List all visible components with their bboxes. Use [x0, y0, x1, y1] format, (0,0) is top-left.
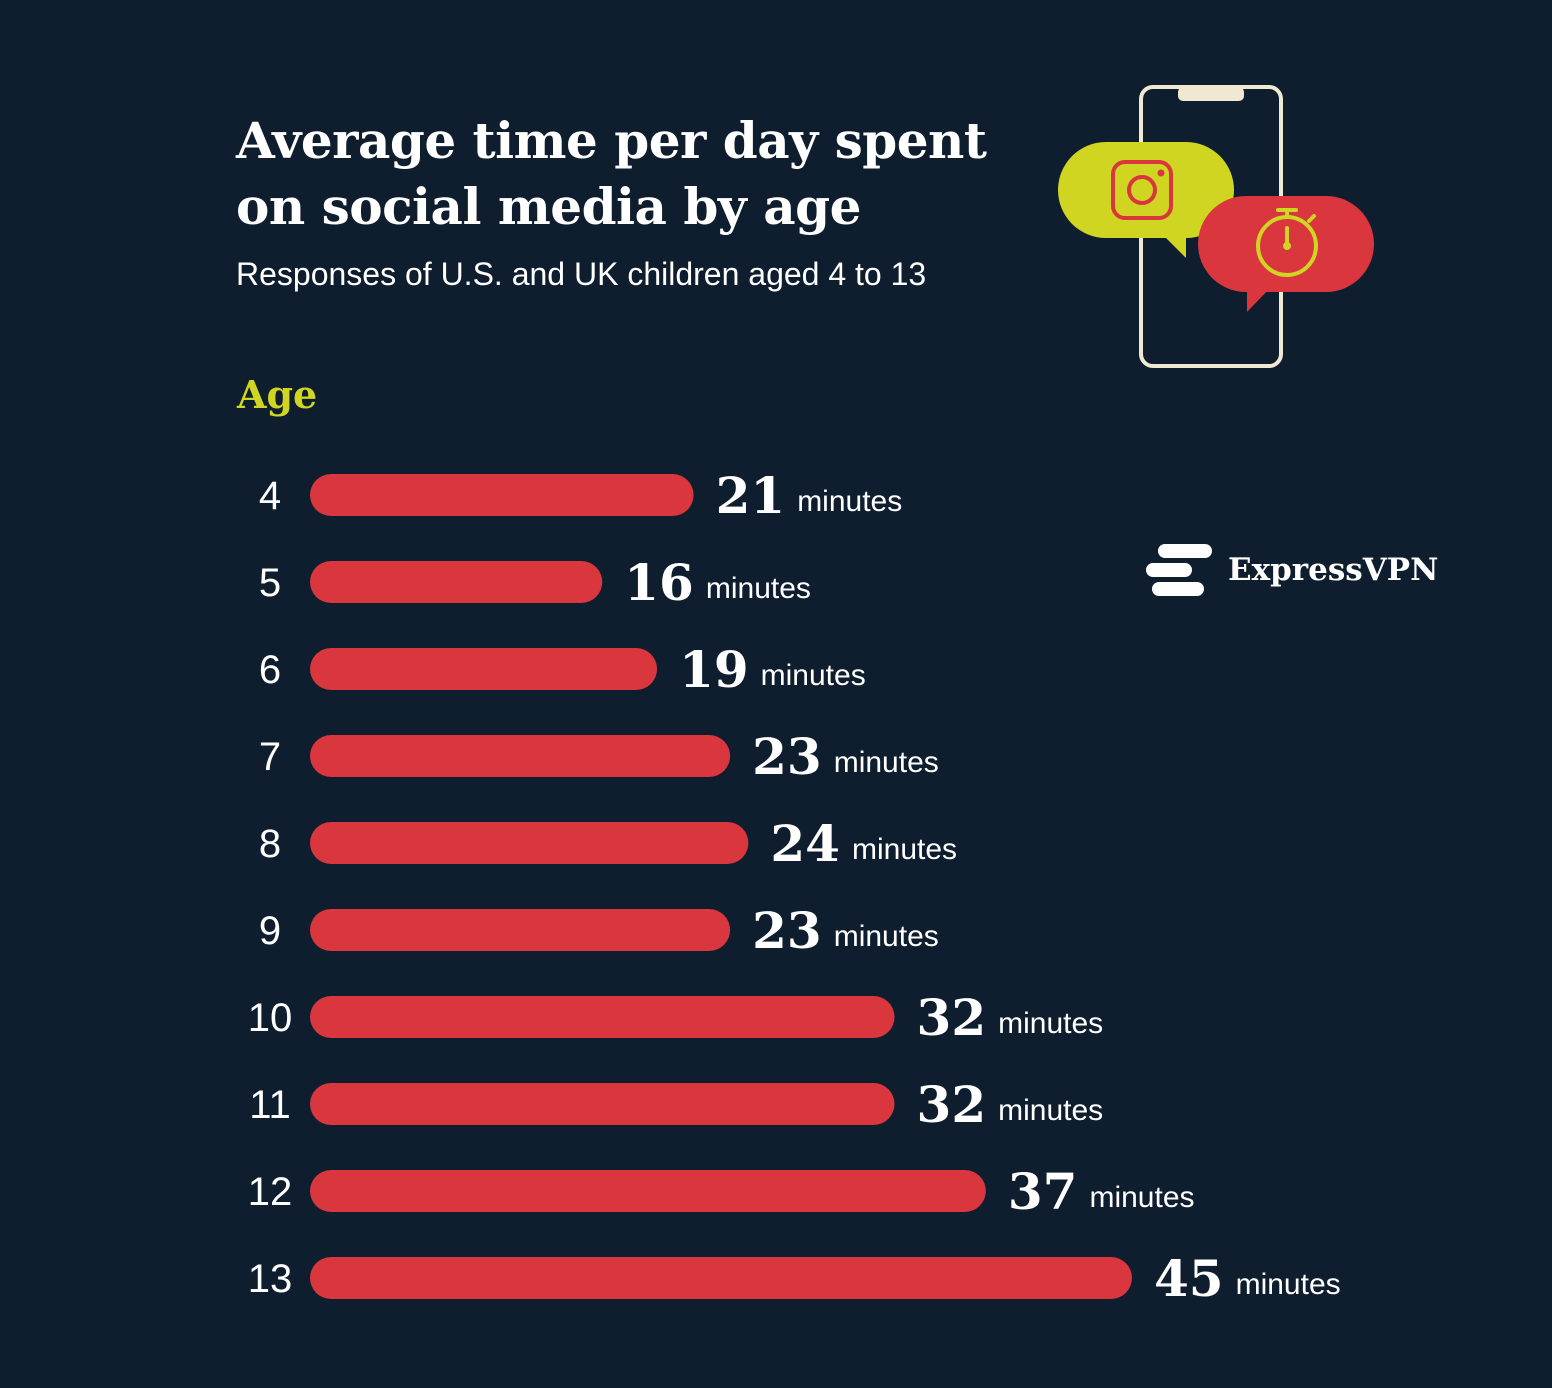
brand-name: ExpressVPN	[1228, 552, 1439, 588]
bar-age-5	[310, 561, 603, 603]
age-label-8: 8	[259, 822, 281, 866]
chart-title-line-2: on social media by age	[236, 177, 861, 236]
unit-label-age-13: minutes	[1236, 1268, 1341, 1301]
bar-age-10	[310, 996, 895, 1038]
value-label-age-5: 16	[624, 553, 694, 612]
age-label-13: 13	[248, 1257, 293, 1301]
value-label-age-8: 24	[770, 814, 840, 873]
value-label-age-12: 37	[1008, 1162, 1078, 1221]
y-axis-label: Age	[237, 372, 318, 417]
unit-label-age-9: minutes	[834, 920, 939, 953]
bar-age-13	[310, 1257, 1132, 1299]
bar-age-8	[310, 822, 749, 864]
bar-age-9	[310, 909, 731, 951]
value-label-age-6: 19	[679, 640, 749, 699]
expressvpn-logo-icon	[1146, 544, 1212, 596]
unit-label-age-11: minutes	[998, 1094, 1103, 1127]
unit-label-age-4: minutes	[797, 485, 902, 518]
bar-age-4	[310, 474, 694, 516]
unit-label-age-5: minutes	[706, 572, 811, 605]
value-label-age-10: 32	[917, 988, 987, 1047]
value-label-age-4: 21	[716, 466, 786, 525]
value-label-age-7: 23	[752, 727, 822, 786]
age-label-10: 10	[248, 996, 293, 1040]
bar-age-7	[310, 735, 731, 777]
chart-subtitle: Responses of U.S. and UK children aged 4…	[236, 256, 927, 292]
stopwatch-icon	[1256, 208, 1318, 277]
phone-illustration	[1058, 85, 1374, 368]
unit-label-age-10: minutes	[998, 1007, 1103, 1040]
value-label-age-11: 32	[917, 1075, 987, 1134]
bar-age-12	[310, 1170, 986, 1212]
chart-title-line-1: Average time per day spent	[236, 111, 987, 170]
age-label-5: 5	[259, 561, 281, 605]
unit-label-age-6: minutes	[761, 659, 866, 692]
instagram-icon	[1111, 160, 1173, 220]
age-label-7: 7	[259, 735, 281, 779]
unit-label-age-8: minutes	[852, 833, 957, 866]
age-label-4: 4	[259, 474, 281, 518]
age-label-9: 9	[259, 909, 281, 953]
instagram-bubble	[1058, 142, 1234, 258]
brand-logo: ExpressVPN	[1146, 540, 1438, 600]
unit-label-age-12: minutes	[1089, 1181, 1194, 1214]
stopwatch-bubble	[1198, 196, 1374, 312]
value-label-age-13: 45	[1154, 1249, 1224, 1308]
age-label-6: 6	[259, 648, 281, 692]
bar-age-11	[310, 1083, 895, 1125]
value-label-age-9: 23	[752, 901, 822, 960]
chart-title: Average time per day spent on social med…	[236, 108, 1036, 240]
age-label-11: 11	[249, 1083, 291, 1127]
bar-age-6	[310, 648, 658, 690]
age-label-12: 12	[248, 1170, 293, 1214]
unit-label-age-7: minutes	[834, 746, 939, 779]
